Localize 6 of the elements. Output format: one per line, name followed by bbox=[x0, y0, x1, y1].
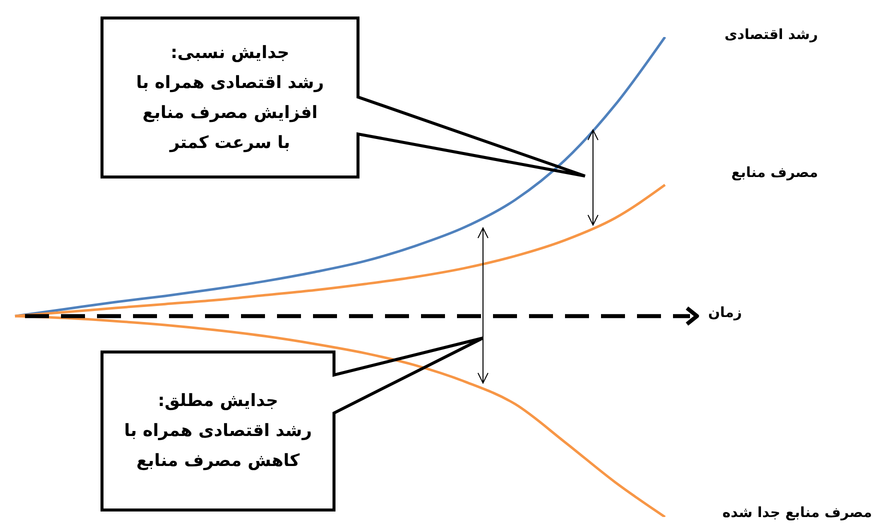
annotation: جدایش نسبی: رشد اقتصادی همراه با افزایش مصرف منابع با سرعت کمتر bbox=[136, 42, 324, 154]
annotation: جدایش مطلق: رشد اقتصادی همراه با کاهش مصرف منابع bbox=[124, 390, 312, 473]
text: مصرف منابع bbox=[731, 164, 818, 181]
text: مصرف منابع جدا شده bbox=[722, 505, 872, 521]
text: رشد اقتصادی bbox=[724, 27, 818, 43]
ref-line-label: زمان bbox=[708, 305, 742, 322]
